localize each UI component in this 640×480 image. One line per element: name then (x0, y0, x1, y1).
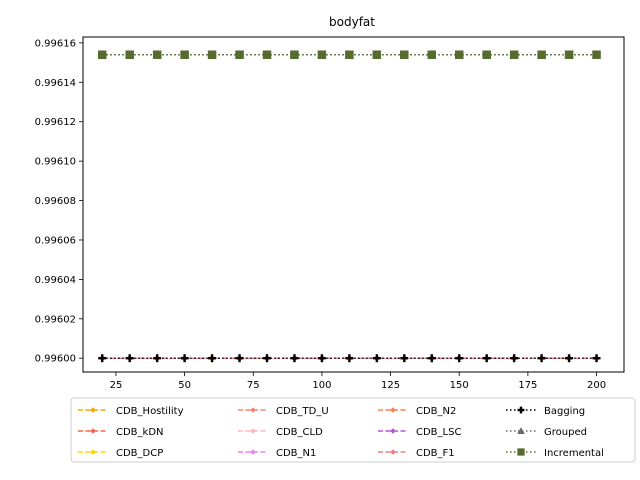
point-bagging-40 (153, 354, 162, 363)
legend-box (70, 397, 636, 463)
legend-entry-cdb-dcp: CDB_DCP (78, 448, 163, 459)
point-bagging-50 (180, 354, 189, 363)
point-bagging-30 (125, 354, 134, 363)
legend-label-grouped: Grouped (544, 427, 587, 438)
point-bagging-200 (592, 354, 601, 363)
point-incremental-170 (509, 50, 519, 59)
y-tick-label-4: 0.99608 (35, 196, 76, 207)
point-incremental-120 (372, 50, 382, 59)
x-tick-label-50: 50 (178, 380, 191, 391)
y-tick-label-0: 0.99600 (35, 354, 76, 365)
legend-entry-cdb-td-u: CDB_TD_U (238, 406, 329, 417)
legend-label-cdb-dcp: CDB_DCP (116, 448, 163, 459)
point-bagging-170 (510, 354, 519, 363)
point-incremental-40 (152, 50, 162, 59)
legend-label-bagging: Bagging (544, 406, 585, 417)
legend-marker-cdb-n2 (390, 407, 396, 413)
point-bagging-80 (262, 354, 271, 363)
point-incremental-80 (262, 50, 272, 59)
point-bagging-20 (98, 354, 107, 363)
point-incremental-60 (207, 50, 217, 59)
legend-marker-incremental (517, 448, 525, 456)
x-tick-label-75: 75 (247, 380, 260, 391)
point-incremental-100 (317, 50, 327, 59)
point-bagging-130 (400, 354, 409, 363)
point-incremental-140 (427, 50, 437, 59)
y-tick-label-1: 0.99602 (35, 314, 76, 325)
point-incremental-50 (180, 50, 189, 59)
y-tick-label-2: 0.99604 (35, 275, 76, 286)
y-tick-label-7: 0.99614 (35, 78, 76, 89)
y-tick-label-6: 0.99612 (35, 117, 76, 128)
legend-marker-cdb-n1 (250, 449, 256, 455)
point-incremental-110 (345, 50, 354, 59)
axes-frame (82, 36, 625, 373)
point-incremental-130 (400, 50, 409, 59)
point-incremental-180 (537, 50, 546, 59)
legend-entry-cdb-hostility: CDB_Hostility (78, 406, 184, 417)
point-bagging-70 (235, 354, 244, 363)
legend-marker-cdb-td-u (250, 407, 256, 413)
legend-entry-cdb-n2: CDB_N2 (378, 406, 456, 417)
point-bagging-180 (537, 354, 546, 363)
legend-label-incremental: Incremental (544, 448, 604, 459)
legend-entry-cdb-f1: CDB_F1 (378, 448, 455, 459)
point-bagging-140 (427, 354, 436, 363)
legend-label-cdb-f1: CDB_F1 (416, 448, 455, 459)
x-tick-label-25: 25 (110, 380, 123, 391)
point-incremental-90 (290, 50, 299, 59)
point-incremental-160 (482, 50, 491, 59)
legend-marker-cdb-dcp (90, 449, 96, 455)
point-incremental-20 (97, 50, 107, 59)
legend-marker-cdb-kdn (90, 428, 96, 434)
point-incremental-150 (454, 50, 464, 59)
legend-entry-cdb-lsc: CDB_LSC (378, 427, 461, 438)
y-tick-label-3: 0.99606 (35, 235, 76, 246)
legend-marker-cdb-lsc (390, 428, 396, 434)
legend-entry-incremental: Incremental (506, 448, 604, 459)
legend-marker-bagging (517, 406, 525, 414)
legend-label-cdb-n1: CDB_N1 (276, 448, 316, 459)
chart-title: bodyfat (329, 15, 375, 29)
y-tick-label-8: 0.99616 (35, 38, 76, 49)
legend-marker-cdb-cld (250, 428, 256, 434)
plot-area: 25 50 75 100 125 150 175 200 0.99600 0.99602 0.996… (35, 36, 625, 391)
point-incremental-200 (592, 50, 601, 59)
series-bagging (98, 354, 601, 363)
legend-entry-grouped: Grouped (506, 427, 587, 438)
legend-entry-bagging: Bagging (506, 406, 585, 417)
legend-marker-grouped (517, 427, 525, 434)
legend-label-cdb-td-u: CDB_TD_U (276, 406, 329, 417)
point-bagging-60 (208, 354, 217, 363)
x-tick-label-125: 125 (381, 380, 400, 391)
series-incremental (97, 50, 601, 59)
legend-label-cdb-cld: CDB_CLD (276, 427, 323, 438)
y-tick-label-5: 0.99610 (35, 157, 76, 168)
point-bagging-110 (345, 354, 354, 363)
legend-entry-cdb-kdn: CDB_kDN (78, 427, 164, 438)
point-bagging-90 (290, 354, 299, 363)
legend-label-cdb-lsc: CDB_LSC (416, 427, 461, 438)
point-bagging-100 (317, 354, 326, 363)
point-bagging-160 (482, 354, 491, 363)
point-bagging-190 (565, 354, 574, 363)
x-tick-label-200: 200 (587, 380, 606, 391)
point-bagging-150 (455, 354, 464, 363)
legend-label-cdb-kdn: CDB_kDN (116, 427, 164, 438)
legend-label-cdb-n2: CDB_N2 (416, 406, 456, 417)
point-incremental-190 (564, 50, 574, 59)
x-tick-label-150: 150 (450, 380, 469, 391)
point-incremental-70 (235, 50, 244, 59)
legend: CDB_Hostility CDB_kDN CDB_DCP CDB_TD_U CDB_C… (70, 397, 636, 463)
legend-marker-cdb-hostility (90, 407, 96, 413)
x-tick-label-100: 100 (312, 380, 331, 391)
legend-entry-cdb-n1: CDB_N1 (238, 448, 316, 459)
legend-entry-cdb-cld: CDB_CLD (238, 427, 323, 438)
x-tick-label-175: 175 (518, 380, 537, 391)
point-bagging-120 (372, 354, 381, 363)
legend-marker-cdb-f1 (390, 449, 396, 455)
point-incremental-30 (125, 50, 134, 59)
legend-label-cdb-hostility: CDB_Hostility (116, 406, 184, 417)
